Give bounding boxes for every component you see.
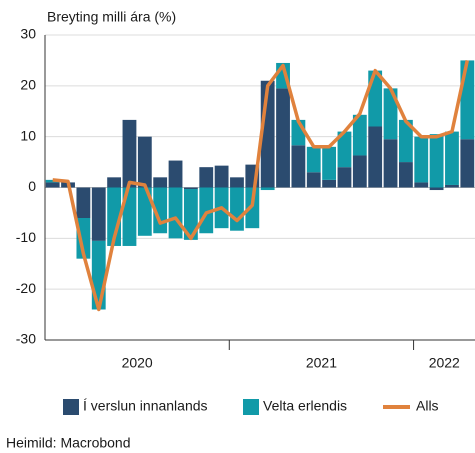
y-tick-label: -20 bbox=[16, 280, 36, 296]
x-group-label: 2021 bbox=[306, 355, 337, 371]
legend-label: Velta erlendis bbox=[263, 398, 347, 414]
y-tick-label: 30 bbox=[20, 26, 36, 42]
bar bbox=[183, 187, 198, 190]
bar bbox=[429, 134, 444, 188]
bar bbox=[230, 187, 244, 231]
legend-swatch bbox=[243, 399, 259, 415]
bar bbox=[245, 187, 260, 229]
bar bbox=[460, 60, 475, 140]
bar bbox=[230, 177, 244, 188]
bar bbox=[368, 70, 383, 127]
bar bbox=[306, 172, 321, 188]
y-tick-label: 10 bbox=[20, 127, 36, 143]
bar bbox=[429, 187, 444, 191]
bar bbox=[137, 136, 152, 188]
bar bbox=[122, 187, 137, 246]
bar bbox=[45, 182, 60, 188]
legend-label: Alls bbox=[416, 398, 439, 414]
legend-label: Í verslun innanlands bbox=[83, 398, 208, 414]
bar bbox=[337, 167, 352, 188]
x-group-label: 2020 bbox=[122, 355, 153, 371]
bar bbox=[460, 139, 475, 188]
bar bbox=[91, 187, 106, 241]
bar bbox=[76, 218, 91, 259]
bar bbox=[398, 119, 413, 163]
bar bbox=[199, 167, 214, 188]
bar bbox=[368, 126, 383, 188]
bar bbox=[168, 160, 183, 188]
bar bbox=[414, 136, 429, 183]
bar bbox=[276, 88, 290, 188]
bar bbox=[122, 119, 137, 188]
bar bbox=[414, 182, 429, 188]
bar bbox=[383, 88, 398, 140]
y-tick-label: -10 bbox=[16, 229, 36, 245]
bar bbox=[445, 131, 459, 185]
bar bbox=[352, 114, 367, 156]
bar bbox=[168, 187, 183, 239]
bar bbox=[183, 189, 198, 240]
bar bbox=[214, 165, 229, 188]
bar bbox=[291, 145, 306, 188]
bar bbox=[107, 177, 122, 188]
bar bbox=[260, 187, 275, 191]
bar bbox=[91, 240, 106, 310]
bar bbox=[383, 139, 398, 188]
bar bbox=[137, 187, 152, 236]
line bbox=[52, 60, 470, 312]
y-tick-label: 0 bbox=[28, 178, 36, 194]
bar bbox=[306, 146, 321, 173]
bar bbox=[445, 184, 459, 188]
bar bbox=[337, 131, 352, 168]
legend-swatch bbox=[63, 399, 79, 415]
bar bbox=[322, 146, 337, 180]
chart-title: Breyting milli ára (%) bbox=[47, 9, 176, 25]
y-tick-label: -30 bbox=[16, 331, 36, 347]
bar bbox=[76, 187, 91, 218]
bar bbox=[398, 162, 413, 188]
y-tick-label: 20 bbox=[20, 77, 36, 93]
source: Heimild: Macrobond bbox=[6, 435, 131, 451]
bar bbox=[153, 177, 168, 188]
bar bbox=[322, 179, 337, 188]
bar bbox=[352, 155, 367, 188]
x-group-label: 2022 bbox=[429, 355, 460, 371]
